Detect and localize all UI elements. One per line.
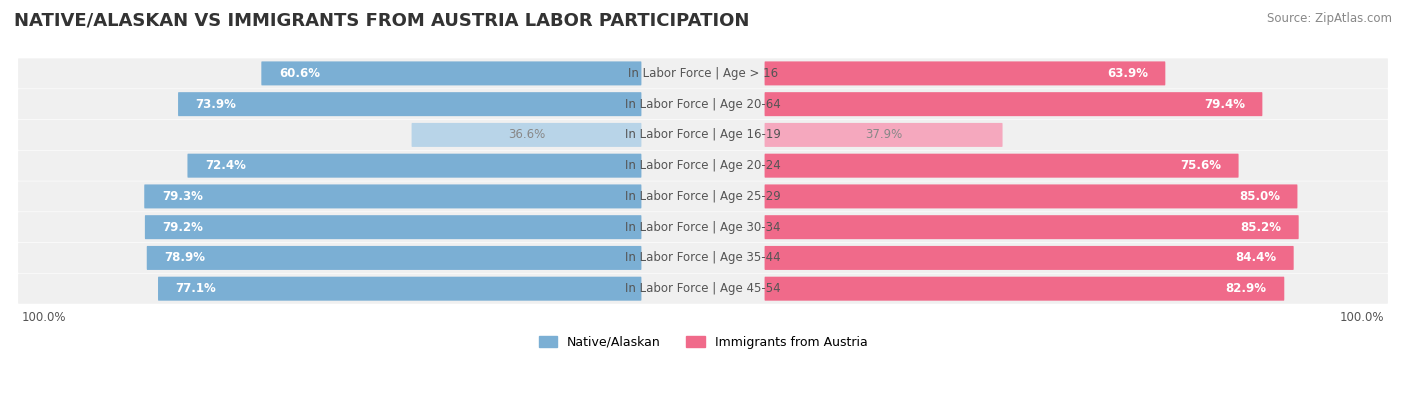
FancyBboxPatch shape [18,58,1388,88]
FancyBboxPatch shape [765,61,1166,85]
Text: 79.4%: 79.4% [1204,98,1244,111]
Legend: Native/Alaskan, Immigrants from Austria: Native/Alaskan, Immigrants from Austria [533,331,873,354]
Text: In Labor Force | Age 20-64: In Labor Force | Age 20-64 [626,98,780,111]
FancyBboxPatch shape [18,243,1388,273]
FancyBboxPatch shape [262,61,641,85]
Text: In Labor Force | Age > 16: In Labor Force | Age > 16 [628,67,778,80]
Text: 79.3%: 79.3% [162,190,202,203]
Text: In Labor Force | Age 30-34: In Labor Force | Age 30-34 [626,221,780,234]
Text: 100.0%: 100.0% [22,311,66,324]
Text: 73.9%: 73.9% [195,98,236,111]
Text: 75.6%: 75.6% [1180,159,1220,172]
Text: Source: ZipAtlas.com: Source: ZipAtlas.com [1267,12,1392,25]
Text: 60.6%: 60.6% [278,67,321,80]
Text: 78.9%: 78.9% [165,252,205,264]
Text: In Labor Force | Age 20-24: In Labor Force | Age 20-24 [626,159,780,172]
Text: In Labor Force | Age 45-54: In Labor Force | Age 45-54 [626,282,780,295]
FancyBboxPatch shape [179,92,641,116]
Text: 82.9%: 82.9% [1226,282,1267,295]
FancyBboxPatch shape [18,181,1388,211]
FancyBboxPatch shape [145,215,641,239]
Text: 85.2%: 85.2% [1240,221,1281,234]
FancyBboxPatch shape [18,150,1388,181]
Text: 79.2%: 79.2% [163,221,204,234]
FancyBboxPatch shape [18,89,1388,119]
FancyBboxPatch shape [765,184,1298,209]
FancyBboxPatch shape [187,154,641,178]
Text: 84.4%: 84.4% [1234,252,1277,264]
FancyBboxPatch shape [18,120,1388,150]
Text: In Labor Force | Age 16-19: In Labor Force | Age 16-19 [626,128,780,141]
Text: In Labor Force | Age 25-29: In Labor Force | Age 25-29 [626,190,780,203]
Text: 36.6%: 36.6% [508,128,546,141]
Text: 85.0%: 85.0% [1239,190,1279,203]
Text: 100.0%: 100.0% [1340,311,1384,324]
Text: In Labor Force | Age 35-44: In Labor Force | Age 35-44 [626,252,780,264]
FancyBboxPatch shape [18,212,1388,242]
FancyBboxPatch shape [765,276,1284,301]
FancyBboxPatch shape [765,154,1239,178]
Text: 37.9%: 37.9% [865,128,903,141]
FancyBboxPatch shape [765,215,1299,239]
FancyBboxPatch shape [18,274,1388,304]
FancyBboxPatch shape [145,184,641,209]
Text: 63.9%: 63.9% [1107,67,1147,80]
FancyBboxPatch shape [765,246,1294,270]
Text: 72.4%: 72.4% [205,159,246,172]
FancyBboxPatch shape [157,276,641,301]
FancyBboxPatch shape [765,92,1263,116]
FancyBboxPatch shape [765,123,1002,147]
FancyBboxPatch shape [412,123,641,147]
Text: NATIVE/ALASKAN VS IMMIGRANTS FROM AUSTRIA LABOR PARTICIPATION: NATIVE/ALASKAN VS IMMIGRANTS FROM AUSTRI… [14,12,749,30]
FancyBboxPatch shape [146,246,641,270]
Text: 77.1%: 77.1% [176,282,217,295]
